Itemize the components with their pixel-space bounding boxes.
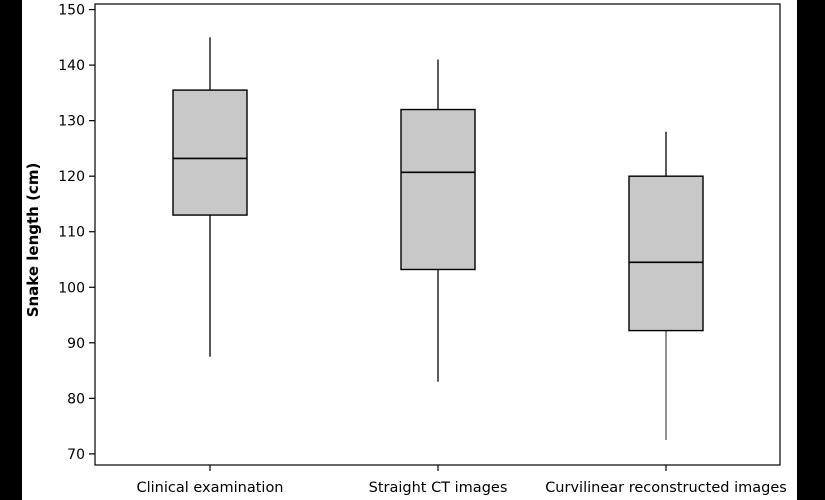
- x-category-label: Straight CT images: [369, 480, 508, 496]
- y-tick-label: 90: [67, 336, 85, 352]
- x-category-label: Curvilinear reconstructed images: [545, 480, 787, 496]
- y-tick-label: 110: [58, 225, 85, 241]
- y-tick-label: 140: [58, 58, 85, 74]
- y-axis-title: Snake length (cm): [24, 163, 42, 318]
- iqr-box: [628, 175, 704, 332]
- x-category-label: Clinical examination: [136, 480, 283, 496]
- iqr-box: [172, 89, 248, 216]
- y-tick-label: 150: [58, 3, 85, 19]
- left-pillar-bar: [0, 0, 22, 500]
- iqr-box: [400, 108, 476, 271]
- y-tick-label: 70: [67, 447, 85, 463]
- y-tick-label: 100: [58, 280, 85, 296]
- y-tick-label: 130: [58, 114, 85, 130]
- y-tick-label: 80: [67, 391, 85, 407]
- y-tick-label: 120: [58, 169, 85, 185]
- right-pillar-bar: [797, 0, 825, 500]
